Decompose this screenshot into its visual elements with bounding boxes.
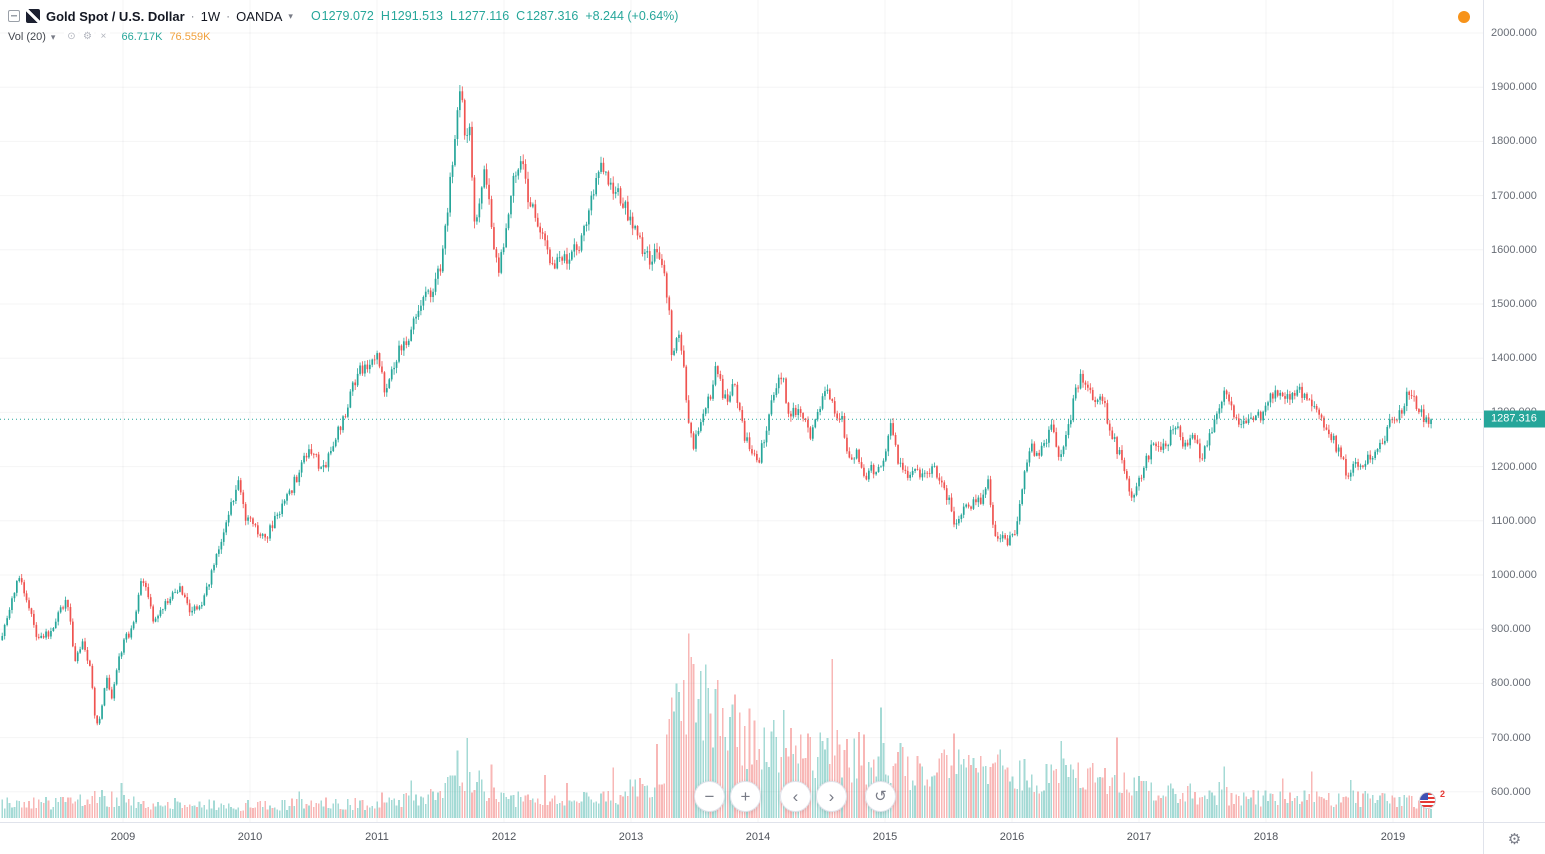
volume-indicator-label[interactable]: Vol (20) [8, 31, 46, 43]
price-chart-pane[interactable]: Gold Spot / U.S. Dollar · 1W · OANDA ▾ O… [0, 0, 1483, 822]
zoom-in-button[interactable]: + [730, 781, 761, 812]
symbol-row: Gold Spot / U.S. Dollar · 1W · OANDA ▾ O… [8, 6, 678, 26]
price-tick-label: 1500.000 [1491, 298, 1537, 310]
price-scale-settings-gear-icon[interactable]: ⚙ [1507, 830, 1522, 848]
flag-badge-count: 2 [1439, 789, 1445, 799]
time-tick-label: 2013 [618, 831, 644, 843]
chevron-down-icon[interactable]: ▾ [288, 10, 293, 21]
high-value: H1291.513 [380, 9, 443, 23]
time-tick-label: 2016 [999, 831, 1025, 843]
chart-nav-controls: − + ‹ › ↺ [694, 781, 896, 812]
time-tick-label: 2011 [365, 831, 389, 843]
close-value: C1287.316 [516, 9, 579, 23]
symbol-name[interactable]: Gold Spot / U.S. Dollar [46, 8, 185, 24]
volume-ma-value: 76.559K [169, 31, 211, 43]
time-tick-label: 2012 [491, 831, 517, 843]
flag-icon [1419, 792, 1436, 809]
price-tick-label: 1700.000 [1491, 189, 1537, 202]
reset-chart-button[interactable]: ↺ [865, 781, 896, 812]
price-tick-label: 1900.000 [1491, 81, 1537, 94]
eye-icon[interactable]: ⊙ [64, 30, 79, 44]
open-value: O1279.072 [310, 9, 374, 23]
change-value: +8.244 (+0.64%) [585, 9, 679, 23]
time-tick-label: 2019 [1380, 831, 1406, 843]
zoom-out-button[interactable]: − [694, 781, 725, 812]
volume-value: 66.717K [121, 31, 163, 43]
collapse-legend-icon[interactable] [8, 10, 20, 22]
scroll-right-button[interactable]: › [816, 781, 847, 812]
price-tick-label: 1400.000 [1491, 352, 1537, 365]
interval-label[interactable]: 1W [200, 8, 221, 24]
price-axis[interactable]: 1287.316 2000.000 1900.000 1800.000 1700.00… [1483, 0, 1545, 822]
legend: Gold Spot / U.S. Dollar · 1W · OANDA ▾ O… [8, 6, 678, 46]
gear-icon[interactable]: ⚙ [80, 30, 95, 44]
price-tick-label: 700.000 [1491, 731, 1531, 744]
price-tick-label: 900.000 [1491, 623, 1531, 636]
close-icon[interactable]: × [96, 30, 111, 44]
price-tick-label: 1600.000 [1491, 243, 1537, 256]
price-tick-label: 800.000 [1491, 677, 1531, 690]
price-tick-label: 600.000 [1491, 785, 1531, 798]
volume-indicator-row: Vol (20) ▾ ⊙ ⚙ × 66.717K 76.559K [8, 28, 678, 46]
ohlc-values: O1279.072 H1291.513 L1277.116 C1287.316 … [311, 9, 679, 23]
axis-corner: ⚙ [1483, 822, 1545, 854]
chevron-down-icon[interactable]: ▾ [50, 31, 56, 42]
exchange-label[interactable]: OANDA [236, 8, 283, 24]
time-tick-label: 2015 [872, 831, 898, 843]
flag-canton [1420, 793, 1428, 800]
price-tick-label: 1000.000 [1491, 569, 1537, 581]
price-tick-label: 1200.000 [1491, 460, 1537, 473]
price-tick-label: 2000.000 [1491, 27, 1537, 39]
time-tick-label: 2010 [237, 831, 263, 843]
symbol-logo-icon[interactable] [26, 9, 40, 23]
separator: · [226, 9, 231, 23]
price-tick-label: 1800.000 [1491, 135, 1537, 148]
candles [1, 85, 1432, 726]
separator: · [190, 9, 195, 23]
notification-dot[interactable] [1458, 11, 1470, 23]
scroll-left-button[interactable]: ‹ [780, 781, 811, 812]
price-tick-label: 1100.000 [1491, 514, 1537, 527]
candlestick-chart[interactable] [0, 0, 1483, 822]
time-tick-label: 2017 [1126, 831, 1152, 843]
indicator-actions: ⊙ ⚙ × [64, 30, 111, 44]
time-tick-label: 2018 [1253, 831, 1279, 843]
time-tick-label: 2014 [745, 831, 771, 843]
low-value: L1277.116 [449, 9, 510, 23]
flag-widget[interactable]: 2 [1419, 789, 1445, 811]
time-tick-label: 2009 [110, 831, 136, 843]
time-axis[interactable]: 2009 2010 2011 2012 2013 2014 2015 2016 2017 2018… [0, 822, 1483, 854]
last-price-badge: 1287.316 [1484, 410, 1545, 428]
